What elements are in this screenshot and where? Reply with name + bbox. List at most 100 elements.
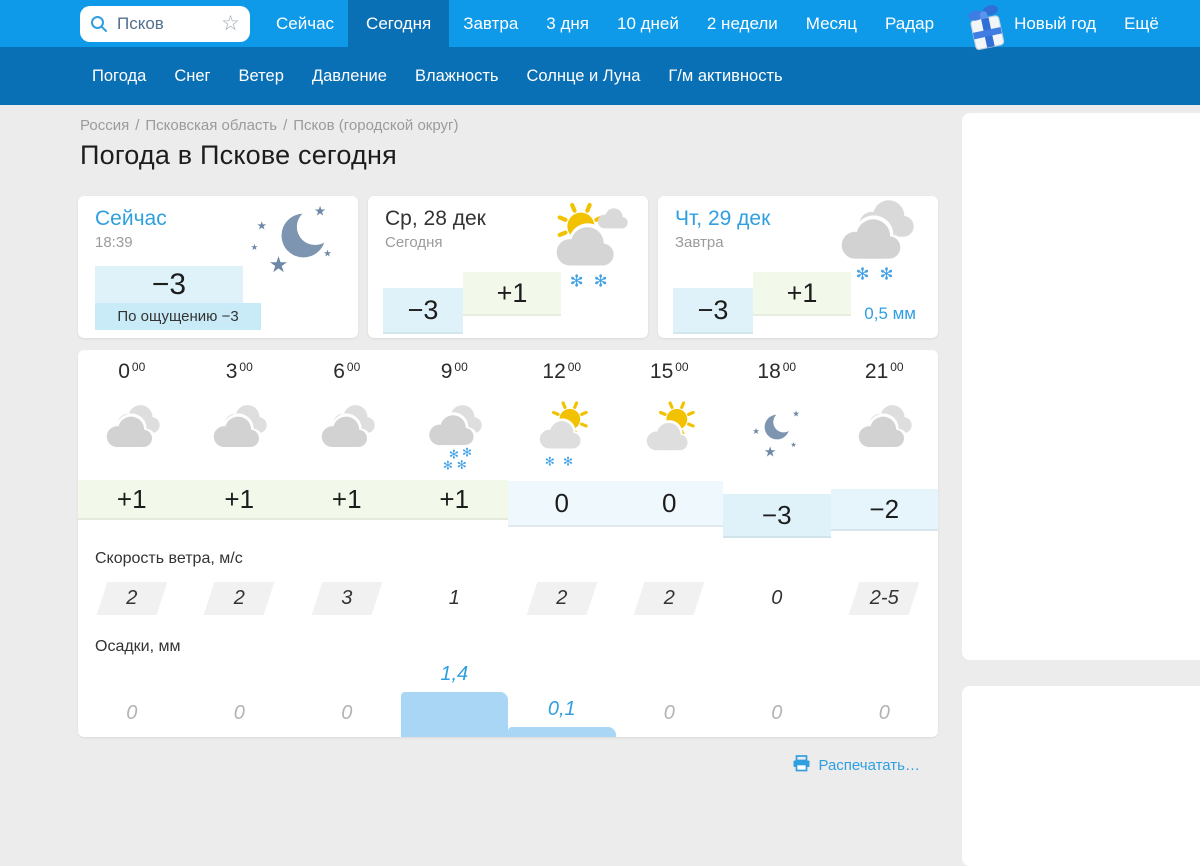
hour-time-label: 0 00 <box>78 360 186 390</box>
svg-text:✻: ✻ <box>856 265 870 284</box>
subtab-sun-and-moon[interactable]: Солнце и Луна <box>526 66 641 85</box>
hourly-icon-cell <box>78 390 186 482</box>
tab-more[interactable]: Ещё <box>1110 0 1173 47</box>
wind-speed-value: 3 <box>341 586 353 609</box>
search-icon <box>90 15 108 33</box>
clouds-snow-big-icon: ✻ ✻ <box>818 194 928 290</box>
svg-text:✻: ✻ <box>443 458 453 472</box>
tab-radar[interactable]: Радар <box>871 0 948 47</box>
tab-3-days[interactable]: 3 дня <box>532 0 603 47</box>
hour-value: 21 <box>864 360 889 383</box>
sidebar-ad-box-top <box>962 113 1200 660</box>
svg-text:✻: ✻ <box>457 457 467 471</box>
wind-speed-cell: 0 <box>723 576 831 620</box>
tab-2-weeks[interactable]: 2 недели <box>693 0 792 47</box>
search-input[interactable] <box>115 12 222 35</box>
search-box[interactable]: ☆ <box>80 5 250 42</box>
breadcrumb-link[interactable]: Псков (городской округ) <box>293 117 459 134</box>
hour-minutes: 00 <box>567 360 582 374</box>
hourly-times-row: 0 00 3 00 6 00 9 00 12 00 15 00 18 00 21 00 <box>78 360 938 390</box>
hourly-icon-cell <box>293 390 401 482</box>
card-title-today[interactable]: Ср, 28 дек <box>385 207 486 230</box>
tab-label: 2 недели <box>706 13 778 33</box>
precipitation-cell: 0 <box>616 662 724 737</box>
tab-label: Сегодня <box>366 13 432 33</box>
main-tabs: Сейчас Сегодня Завтра 3 дня 10 дней 2 недели М… <box>262 0 1173 50</box>
breadcrumb-link[interactable]: Россия <box>80 117 130 134</box>
hourly-icon-cell <box>616 390 724 482</box>
hour-minutes: 00 <box>890 360 904 374</box>
precipitation-cell: 1,4 <box>400 662 508 737</box>
hour-minutes: 00 <box>454 360 468 374</box>
card-title-now[interactable]: Сейчас <box>95 207 167 230</box>
precipitation-value: 0 <box>341 702 353 724</box>
tab-today[interactable]: Сегодня <box>348 0 450 47</box>
wind-speed-value: 2 <box>663 586 675 609</box>
subtab-geomagnetic-activity[interactable]: Г/м активность <box>668 66 783 85</box>
precipitation-value: 0,1 <box>547 698 576 720</box>
suncloud-snow2-icon: ✻ ✻ <box>520 394 604 479</box>
tomorrow-max-temperature: +1 <box>753 272 851 316</box>
hour-value: 6 <box>333 360 345 383</box>
subtab-wind[interactable]: Ветер <box>238 66 284 85</box>
hour-time-label: 15 00 <box>616 360 724 390</box>
breadcrumb-separator: / <box>135 117 140 134</box>
hourly-temperatures-row: +1 +1 +1 +1 0 0 −3 −2 <box>78 480 938 542</box>
wind-speed-cell: 2 <box>78 576 186 620</box>
breadcrumb-link[interactable]: Псковская область <box>145 117 278 134</box>
tab-label: Завтра <box>463 13 519 33</box>
tab-month[interactable]: Месяц <box>792 0 871 47</box>
current-temperature: −3 <box>95 266 243 303</box>
subtab-pressure[interactable]: Давление <box>311 66 387 85</box>
hour-value: 15 <box>649 360 674 383</box>
hourly-temperature: −3 <box>723 494 831 538</box>
svg-text:★: ★ <box>251 242 258 252</box>
subtab-snow[interactable]: Снег <box>174 66 211 85</box>
tab-label: 10 дней <box>616 13 679 33</box>
svg-text:★: ★ <box>257 220 267 232</box>
tab-tomorrow[interactable]: Завтра <box>449 0 532 47</box>
precipitation-cell: 0,1 <box>508 662 616 737</box>
hourly-temperature: 0 <box>508 481 616 527</box>
svg-text:✻: ✻ <box>563 454 573 468</box>
precipitation-bar <box>508 727 616 737</box>
subtab-weather[interactable]: Погода <box>92 66 147 85</box>
hourly-temperature: +1 <box>78 480 186 520</box>
clouds-snow4-icon: ✻ ✻ ✻ ✻ <box>412 394 496 479</box>
hour-minutes: 00 <box>239 360 253 374</box>
svg-text:✻: ✻ <box>449 447 459 461</box>
tab-label: Месяц <box>805 13 857 33</box>
subtab-humidity[interactable]: Влажность <box>414 66 499 85</box>
clouds-icon <box>197 394 281 479</box>
tab-label: Сейчас <box>276 13 335 33</box>
precipitation-row: 0 0 0 1,4 0,1 0 0 0 <box>78 662 938 737</box>
hourly-icon-cell: ★ ★ ★ ★ <box>723 390 831 482</box>
today-caption: Сегодня <box>385 234 443 251</box>
tab-now[interactable]: Сейчас <box>262 0 348 47</box>
tab-new-year[interactable]: Новый год <box>948 0 1110 50</box>
precipitation-cell: 0 <box>78 662 186 737</box>
hour-time-label: 9 00 <box>401 360 509 390</box>
page-title: Погода в Пскове сегодня <box>80 140 397 170</box>
precipitation-value: 0 <box>878 702 890 724</box>
hourly-icon-cell <box>186 390 294 482</box>
tab-label: 3 дня <box>546 13 589 33</box>
hour-value: 12 <box>542 360 566 383</box>
card-title-tomorrow[interactable]: Чт, 29 дек <box>675 207 771 230</box>
hourly-icon-cell <box>831 390 939 482</box>
tab-10-days[interactable]: 10 дней <box>603 0 693 47</box>
svg-text:★: ★ <box>790 441 796 449</box>
svg-text:★: ★ <box>269 252 289 277</box>
hourly-temperature: +1 <box>185 480 293 520</box>
hour-value: 18 <box>757 360 781 383</box>
printer-icon <box>792 755 811 776</box>
wind-speed-value: 2 <box>126 586 138 609</box>
precipitation-cell: 0 <box>831 662 939 737</box>
svg-text:★: ★ <box>314 204 326 219</box>
precipitation-cell: 0 <box>723 662 831 737</box>
favorite-star-icon[interactable]: ☆ <box>221 12 240 35</box>
print-link[interactable]: Распечатать… <box>792 755 938 776</box>
hour-time-label: 12 00 <box>508 360 616 390</box>
svg-text:★: ★ <box>764 443 776 459</box>
